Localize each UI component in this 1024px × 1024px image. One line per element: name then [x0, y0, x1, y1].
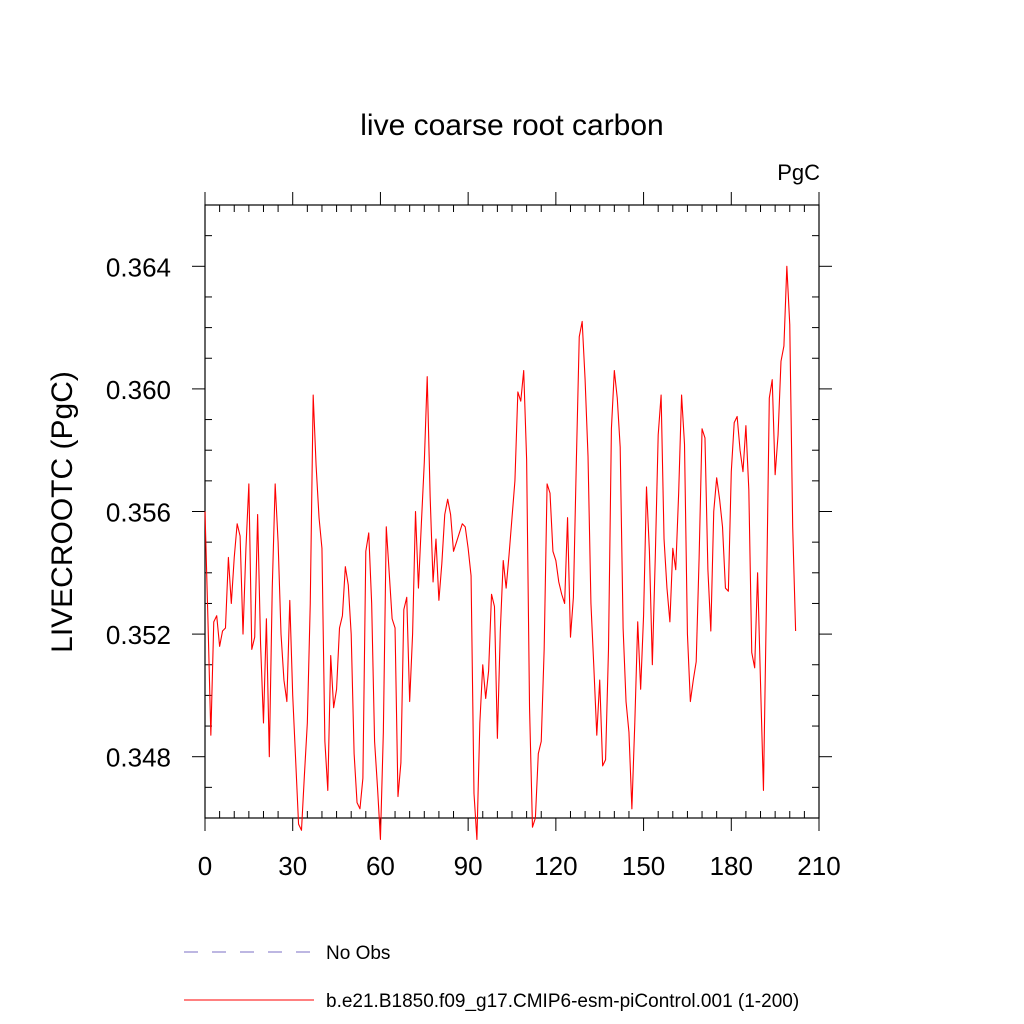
- y-tick-label: 0.356: [106, 498, 171, 528]
- y-tick-label: 0.364: [106, 252, 171, 282]
- x-tick-label: 0: [198, 851, 212, 881]
- y-tick-label: 0.360: [106, 375, 171, 405]
- x-tick-label: 210: [797, 851, 840, 881]
- x-tick-label: 90: [454, 851, 483, 881]
- axis-ticks: [192, 192, 832, 831]
- x-tick-label: 180: [710, 851, 753, 881]
- legend: No Obs b.e21.B1850.f09_g17.CMIP6-esm-piCo…: [184, 943, 799, 1012]
- series-layer: [204, 265, 797, 841]
- x-tick-label: 120: [534, 851, 577, 881]
- y-tick-label: 0.352: [106, 620, 171, 650]
- axis-tick-labels: 0 30 60 90 120 150 180 210 0.348 0.352 0.356 0.360 0…: [106, 252, 841, 881]
- y-axis-label: LIVECROOTC (PgC): [46, 371, 79, 653]
- series-line: [204, 265, 797, 841]
- legend-label: b.e21.B1850.f09_g17.CMIP6-esm-piControl.…: [326, 991, 799, 1012]
- x-tick-label: 60: [366, 851, 395, 881]
- chart-title: live coarse root carbon: [360, 109, 664, 142]
- x-tick-label: 150: [622, 851, 665, 881]
- y-tick-label: 0.348: [106, 743, 171, 773]
- units-label: PgC: [777, 160, 820, 185]
- x-tick-label: 30: [278, 851, 307, 881]
- legend-label: No Obs: [326, 943, 390, 964]
